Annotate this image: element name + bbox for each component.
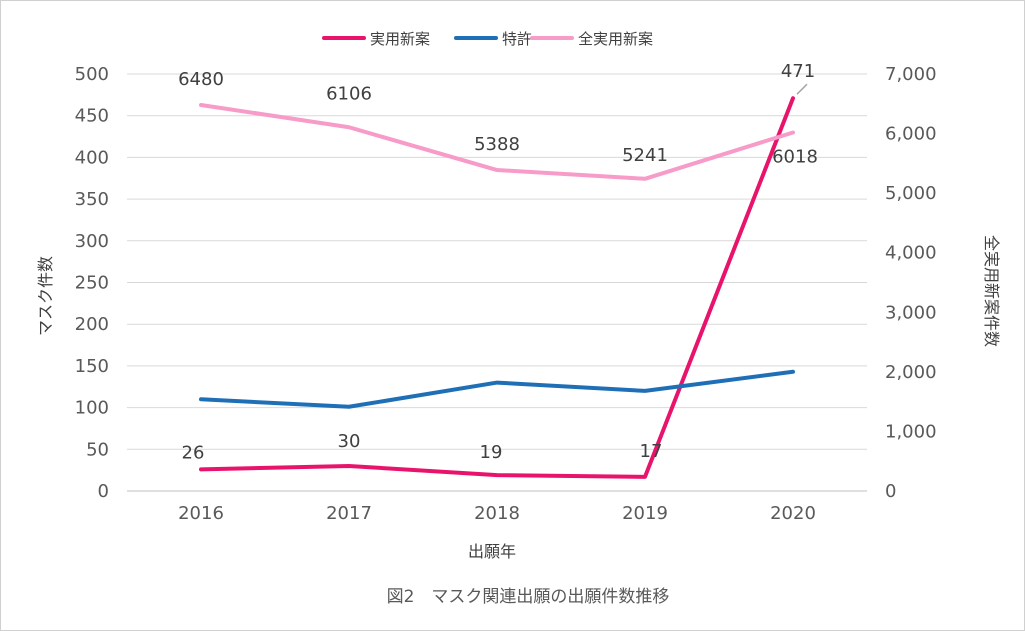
series-line: [199, 96, 795, 479]
left-tick-label: 100: [75, 398, 109, 419]
right-axis-title: 全実用新案件数: [982, 235, 1001, 347]
x-tick-label: 2018: [474, 503, 520, 524]
figure-caption: 図2 マスク関連出願の出願件数推移: [387, 587, 670, 607]
data-label: 6106: [326, 83, 372, 104]
right-tick-label: 4,000: [885, 243, 937, 264]
data-label: 6018: [772, 146, 818, 167]
data-label: 17: [640, 441, 663, 462]
left-tick-label: 200: [75, 314, 109, 335]
x-axis-ticks: 2016 2017 2018 2019 2020: [178, 503, 816, 524]
legend-label: 実用新案: [370, 30, 430, 48]
left-tick-label: 0: [98, 481, 109, 502]
right-axis-ticks: 0 1,000 2,000 3,000 4,000 5,000 6,000 7,000: [885, 64, 937, 502]
x-tick-label: 2016: [178, 503, 224, 524]
series-line: [199, 102, 795, 181]
left-axis-ticks: 0 50 100 150 200 250 300 350 400 450 500: [75, 64, 109, 502]
data-label: 5241: [622, 145, 668, 166]
data-label: 6480: [178, 69, 224, 90]
x-tick-label: 2019: [622, 503, 668, 524]
x-tick-label: 2020: [770, 503, 816, 524]
left-tick-label: 400: [75, 147, 109, 168]
legend-label: 特許: [502, 30, 532, 48]
series-lines: [199, 96, 795, 479]
left-tick-label: 350: [75, 189, 109, 210]
left-tick-label: 150: [75, 356, 109, 377]
right-tick-label: 5,000: [885, 183, 937, 204]
right-tick-label: 3,000: [885, 302, 937, 323]
data-label: 471: [781, 61, 815, 82]
legend: 実用新案 特許 全実用新案: [322, 30, 653, 48]
left-axis-title: マスク件数: [36, 256, 55, 336]
label-leader-line: [796, 83, 808, 95]
data-labels: 26 30 19 17 471 6480 6106 5388 5241 6018: [178, 61, 818, 463]
right-tick-label: 0: [885, 481, 896, 502]
x-axis-title: 出願年: [468, 542, 516, 561]
right-tick-label: 7,000: [885, 64, 937, 85]
data-label: 26: [182, 442, 205, 463]
left-tick-label: 50: [86, 439, 109, 460]
data-label: 19: [480, 442, 503, 463]
data-label: 30: [338, 431, 361, 452]
right-tick-label: 1,000: [885, 421, 937, 442]
right-tick-label: 6,000: [885, 124, 937, 145]
series-line: [199, 369, 795, 409]
gridlines: [127, 73, 867, 492]
x-tick-label: 2017: [326, 503, 372, 524]
right-tick-label: 2,000: [885, 362, 937, 383]
left-tick-label: 450: [75, 106, 109, 127]
left-tick-label: 300: [75, 231, 109, 252]
left-tick-label: 500: [75, 64, 109, 85]
legend-label: 全実用新案: [578, 30, 653, 48]
data-label: 5388: [474, 134, 520, 155]
left-tick-label: 250: [75, 273, 109, 294]
